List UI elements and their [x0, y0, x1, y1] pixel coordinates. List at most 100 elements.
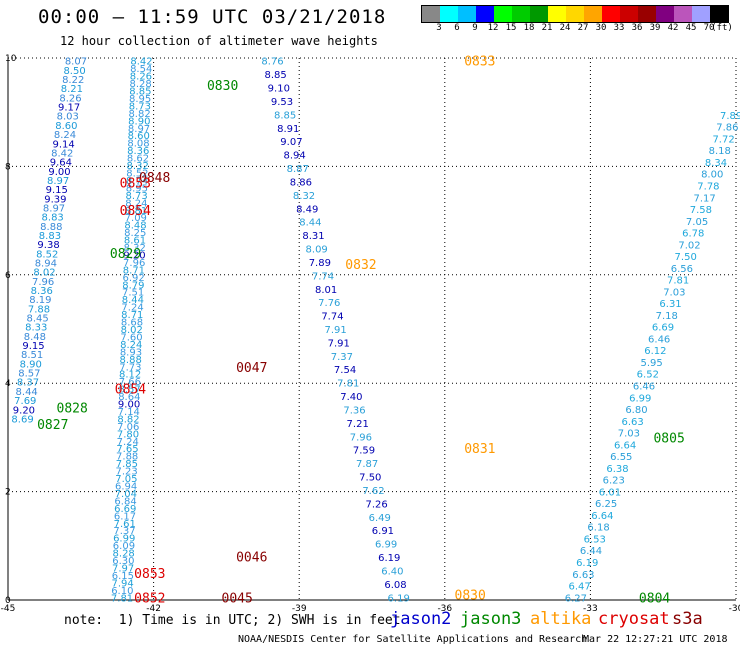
- wave-height-value: 6.49: [369, 513, 391, 524]
- wave-height-value: 8.26: [130, 72, 152, 83]
- color-swatch: [710, 6, 728, 22]
- wave-height-value: 7.73: [119, 362, 141, 373]
- wave-height-value: 8.85: [129, 87, 151, 98]
- wave-height-value: 6.17: [114, 511, 136, 522]
- wave-height-value: 8.34: [705, 158, 727, 169]
- pass-time-label: 0833: [464, 55, 495, 70]
- wave-height-value: 8.71: [121, 310, 143, 321]
- wave-height-value: 7.76: [318, 298, 340, 309]
- wave-height-value: 8.81: [125, 206, 147, 217]
- pass-time-label: 0828: [57, 402, 88, 417]
- pass-time-label: 0853: [120, 177, 151, 192]
- wave-height-value: 7.80: [117, 429, 139, 440]
- wave-height-value: 7.96: [123, 258, 145, 269]
- wave-height-value: 8.48: [24, 332, 46, 343]
- wave-height-value: 8.97: [128, 124, 150, 135]
- wave-height-value: 6.15: [112, 571, 134, 582]
- color-scale-label: 12: [487, 23, 499, 33]
- wave-height-value: 8.61: [124, 236, 146, 247]
- color-swatch: [476, 6, 494, 22]
- wave-height-value: 6.64: [591, 511, 613, 522]
- wave-height-value: 8.26: [59, 93, 81, 104]
- wave-height-value: 6.08: [384, 580, 406, 591]
- wave-height-value: 7.88: [28, 304, 50, 315]
- color-scale-label: 9: [472, 23, 478, 33]
- color-swatch: [602, 6, 620, 22]
- wave-height-value: 8.50: [63, 66, 85, 77]
- wave-height-value: 7.05: [115, 474, 137, 485]
- wave-height-value: 7.69: [14, 396, 36, 407]
- wave-height-value: 7.86: [716, 123, 738, 134]
- wave-height-value: 7.97: [112, 563, 134, 574]
- x-tick-label: -42: [146, 604, 161, 614]
- pass-time-label: 0853: [134, 567, 165, 582]
- wave-height-value: 7.51: [122, 288, 144, 299]
- pass-time-label: 0854: [120, 204, 151, 219]
- wave-height-value: 8.57: [18, 369, 40, 380]
- wave-height-value: 8.24: [120, 340, 142, 351]
- wave-height-value: 6.44: [580, 546, 602, 557]
- pass-time-label: 0045: [222, 591, 253, 606]
- wave-height-value: 8.95: [129, 94, 151, 105]
- wave-height-value: 8.28: [113, 549, 135, 560]
- color-scale-label: 70: [703, 23, 715, 33]
- wave-height-value: 7.37: [113, 526, 135, 537]
- color-scale-label: 33: [613, 23, 625, 33]
- wave-height-value: 8.01: [315, 285, 337, 296]
- page-title: 00:00 – 11:59 UTC 03/21/2018: [38, 6, 387, 28]
- wave-height-value: 6.94: [115, 482, 137, 493]
- wave-height-value: 9.17: [58, 103, 80, 114]
- wave-height-value: 8.88: [120, 355, 142, 366]
- wave-height-value: 8.83: [42, 213, 64, 224]
- wave-height-value: 8.37: [17, 378, 39, 389]
- pass-time-label: 0830: [455, 589, 486, 604]
- wave-height-value: 6.18: [587, 523, 609, 534]
- wave-height-value: 7.96: [350, 432, 372, 443]
- color-scale-label: 42: [667, 23, 679, 33]
- wave-height-value: 7.09: [125, 213, 147, 224]
- wave-height-value: 7.91: [328, 338, 350, 349]
- wave-height-value: 6.69: [114, 504, 136, 515]
- wave-height-value: 7.96: [32, 277, 54, 288]
- wave-height-value: 7.81: [667, 276, 689, 287]
- wave-height-value: 8.86: [290, 177, 312, 188]
- wave-height-value: 7.89: [720, 111, 740, 122]
- wave-height-value: 7.02: [678, 240, 700, 251]
- pass-time-label: 0831: [464, 442, 495, 457]
- color-swatch: [458, 6, 476, 22]
- wave-height-value: 9.53: [271, 97, 293, 108]
- wave-height-value: 7.24: [121, 303, 143, 314]
- legend-item-s3a: s3a: [672, 609, 703, 629]
- color-scale-label: 30: [595, 23, 607, 33]
- y-tick-label: 2: [5, 488, 11, 498]
- pass-time-label: 0805: [653, 431, 684, 446]
- wave-height-value: 7.58: [690, 205, 712, 216]
- wave-height-value: 8.31: [302, 231, 324, 242]
- footnote: note: 1) Time is in UTC; 2) SWH is in fe…: [64, 613, 401, 628]
- credit-line: NOAA/NESDIS Center for Satellite Applica…: [238, 634, 588, 645]
- pass-time-label: 0827: [37, 418, 68, 433]
- pass-time-label: 0830: [207, 79, 238, 94]
- wave-height-value: 6.19: [388, 593, 410, 604]
- wave-height-value: 8.83: [39, 231, 61, 242]
- color-scale-label: 18: [523, 23, 535, 33]
- wave-height-value: 6.55: [610, 452, 632, 463]
- color-scale-label: 15: [505, 23, 517, 33]
- color-scale-bar: [421, 5, 729, 23]
- wave-height-value: 6.84: [114, 496, 136, 507]
- wave-height-value: 7.18: [656, 311, 678, 322]
- wave-height-value: 6.99: [375, 540, 397, 551]
- color-swatch: [494, 6, 512, 22]
- wave-height-value: 6.31: [659, 299, 681, 310]
- wave-height-value: 9.20: [123, 250, 145, 261]
- wave-height-value: 8.60: [128, 131, 150, 142]
- pass-time-label: 0854: [115, 383, 146, 398]
- wave-height-value: 7.37: [331, 352, 353, 363]
- pass-time-label: 0832: [345, 258, 376, 273]
- wave-height-value: 8.71: [123, 265, 145, 276]
- wave-height-value: 8.79: [122, 280, 144, 291]
- wave-height-value: 7.14: [118, 407, 140, 418]
- wave-height-value: 7.91: [324, 325, 346, 336]
- wave-height-value: 6.19: [378, 553, 400, 564]
